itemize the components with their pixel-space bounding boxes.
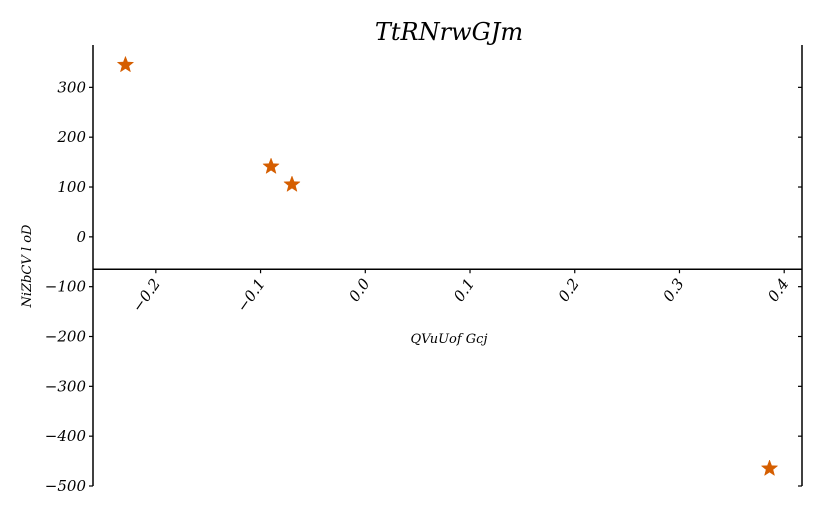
y-tick-label: −300 xyxy=(45,377,87,395)
data-points xyxy=(116,55,779,477)
y-tick-label: −100 xyxy=(45,278,87,296)
x-tick-label: −0.2 xyxy=(128,275,164,315)
x-ticks: −0.2 −0.1 0.0 0.1 0.2 0.3 0.4 xyxy=(128,269,792,315)
x-tick-label: 0.0 xyxy=(345,275,374,305)
y-tick-label: 0 xyxy=(76,228,86,246)
data-point-star xyxy=(116,55,135,73)
x-tick-label: 0.3 xyxy=(659,275,687,305)
y-tick-label: 100 xyxy=(57,178,86,196)
y-tick-label: 200 xyxy=(56,128,86,146)
x-tick-label: −0.1 xyxy=(233,275,269,315)
x-tick-label: 0.2 xyxy=(555,275,583,305)
y-tick-label: −400 xyxy=(45,427,87,445)
y-tick-label: 300 xyxy=(57,78,86,96)
y-tick-label: −500 xyxy=(45,477,87,495)
data-point-star xyxy=(760,459,779,477)
plot-area: −0.2 −0.1 0.0 0.1 0.2 0.3 0.4 300 200 100 0 −100 −2… xyxy=(45,45,803,495)
y-tick-label: −200 xyxy=(45,328,87,346)
chart-title: TtRNrwGJm xyxy=(375,18,523,46)
x-tick-label: 0.4 xyxy=(764,275,792,305)
data-point-star xyxy=(283,175,301,192)
data-point-star xyxy=(262,157,280,175)
x-axis-label: QVuUof Gcj xyxy=(410,332,487,347)
x-tick-label: 0.1 xyxy=(450,275,478,305)
y-ticks: 300 200 100 0 −100 −200 −300 −400 −500 xyxy=(45,78,802,495)
y-axis-label: NiZbCV l oD xyxy=(20,224,35,308)
